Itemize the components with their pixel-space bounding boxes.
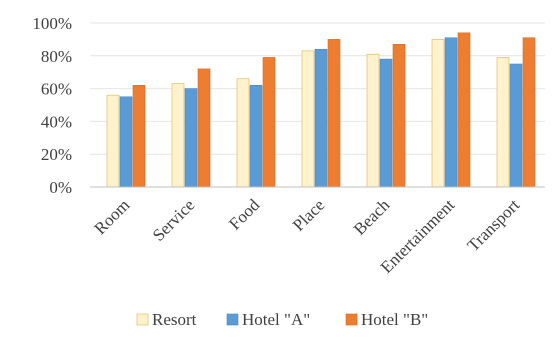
- bar-room-hotel-a: [119, 96, 133, 188]
- bar-service-hotel-a: [184, 88, 198, 188]
- bar-service-hotel-b: [197, 68, 211, 188]
- bar-entertainment-resort: [431, 39, 445, 188]
- y-tick-label: 60%: [41, 80, 72, 99]
- bar-place-resort: [301, 50, 315, 188]
- bar-food-hotel-b: [262, 57, 276, 188]
- bar-place-hotel-b: [327, 39, 341, 188]
- y-tick-label: 80%: [41, 47, 72, 66]
- bar-beach-hotel-a: [379, 58, 393, 188]
- bar-service-resort: [171, 83, 185, 188]
- y-tick-labels: 0% 20% 40% 60% 80% 100%: [32, 14, 72, 197]
- x-category-label: Beach: [350, 195, 394, 239]
- bar-entertainment-hotel-a: [444, 37, 458, 188]
- legend-label: Hotel "B": [361, 310, 428, 329]
- bar-food-resort: [236, 78, 250, 188]
- bar-room-resort: [106, 94, 120, 188]
- legend-label: Resort: [152, 310, 197, 329]
- x-category-label: Food: [225, 195, 264, 234]
- y-tick-label: 100%: [32, 14, 72, 33]
- legend: Resort Hotel "A" Hotel "B": [136, 310, 428, 329]
- y-tick-label: 40%: [41, 112, 72, 131]
- y-tick-label: 0%: [49, 178, 72, 197]
- bar-beach-resort: [366, 53, 380, 188]
- bar-transport-hotel-a: [509, 63, 523, 188]
- legend-label: Hotel "A": [242, 310, 310, 329]
- bar-place-hotel-a: [314, 48, 328, 188]
- bar-transport-hotel-b: [522, 37, 536, 188]
- x-category-label: Transport: [464, 195, 524, 255]
- bar-beach-hotel-b: [392, 44, 406, 188]
- legend-swatch: [226, 313, 239, 326]
- bar-food-hotel-a: [249, 85, 263, 188]
- x-category-label: Place: [289, 195, 328, 234]
- x-category-label: Service: [149, 195, 198, 244]
- bar-transport-resort: [496, 57, 510, 188]
- bar-entertainment-hotel-b: [457, 32, 471, 188]
- legend-swatch: [136, 313, 149, 326]
- bar-room-hotel-b: [132, 85, 146, 188]
- y-tick-label: 20%: [41, 145, 72, 164]
- legend-swatch: [345, 313, 358, 326]
- x-category-label: Room: [91, 195, 134, 238]
